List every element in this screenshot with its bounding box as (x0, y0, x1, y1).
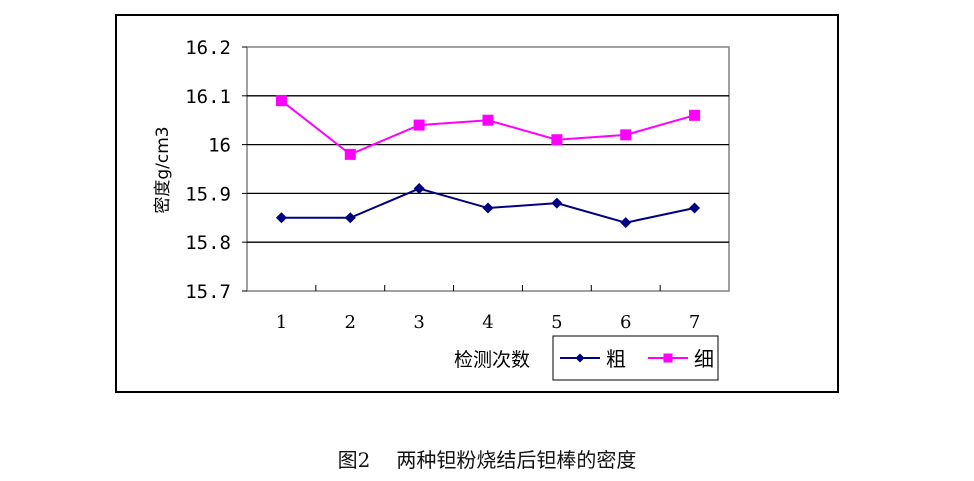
x-axis-label: 检测次数 (454, 349, 530, 371)
x-tick-label: 4 (482, 312, 493, 333)
x-tick-label: 5 (551, 312, 562, 333)
x-tick-label: 6 (620, 312, 631, 333)
square-marker-icon (551, 134, 563, 146)
diamond-marker-icon (344, 212, 356, 224)
legend: 粗细 (552, 335, 719, 381)
legend-label: 细 (694, 347, 714, 371)
diamond-marker-icon (575, 353, 585, 363)
diamond-marker-icon (413, 183, 425, 195)
gridlines (242, 46, 729, 292)
y-tick-label: 16 (208, 135, 231, 157)
y-axis-label: 密度g/cm3 (153, 126, 173, 213)
square-marker-icon (413, 119, 425, 131)
x-tick-label: 3 (413, 312, 424, 333)
figure-caption: 图2 两种钽粉烧结后钽棒的密度 (0, 444, 974, 473)
y-tick-label: 15.8 (185, 232, 231, 254)
diamond-marker-icon (689, 202, 701, 214)
square-marker-icon (620, 129, 632, 141)
diamond-marker-icon (551, 197, 563, 209)
x-tick-label: 2 (345, 312, 356, 333)
square-marker-icon (482, 114, 494, 126)
square-marker-icon (663, 353, 673, 363)
figure-number: 图2 (337, 448, 371, 472)
data-series (275, 95, 701, 229)
diamond-marker-icon (620, 217, 632, 229)
series-diamond (275, 183, 701, 229)
square-marker-icon (275, 95, 287, 107)
x-tick-label: 1 (276, 312, 287, 333)
caption-text: 两种钽粉烧结后钽棒的密度 (396, 448, 637, 472)
legend-item: 细 (648, 347, 714, 371)
y-axis-ticks: 16.2 16.1 16 15.9 15.8 15.7 (185, 37, 231, 303)
square-marker-icon (344, 148, 356, 160)
y-tick-label: 16.1 (185, 86, 231, 108)
x-axis-ticks: 1 2 3 4 5 6 7 (276, 312, 701, 333)
series-square (275, 95, 701, 160)
chart-frame (115, 14, 839, 393)
square-marker-icon (689, 109, 701, 121)
legend-item: 粗 (560, 347, 626, 371)
y-tick-label: 15.7 (185, 281, 231, 303)
x-tick-label: 7 (689, 312, 700, 333)
y-tick-label: 16.2 (185, 37, 231, 59)
diamond-marker-icon (482, 202, 494, 214)
diamond-marker-icon (275, 212, 287, 224)
legend-label: 粗 (606, 347, 626, 371)
y-tick-label: 15.9 (185, 183, 231, 205)
plot-area (246, 46, 730, 292)
